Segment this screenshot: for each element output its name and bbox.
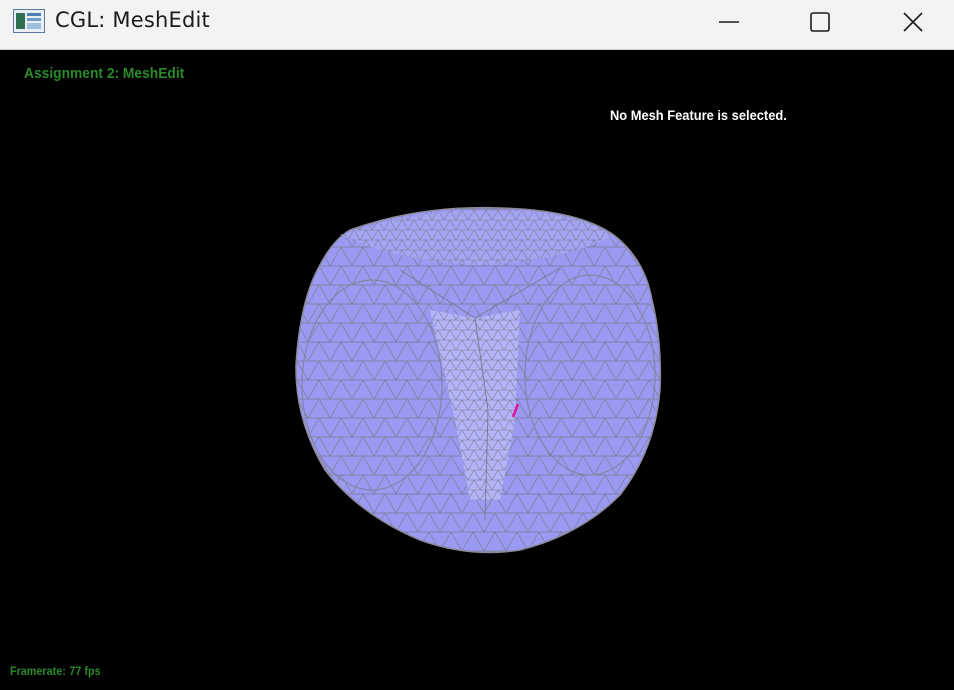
title-bar[interactable]: CGL: MeshEdit [0, 0, 954, 50]
framerate-value: 77 fps [69, 664, 101, 678]
window-title: CGL: MeshEdit [55, 8, 210, 32]
gl-viewport[interactable]: Assignment 2: MeshEdit No Mesh Feature i… [0, 50, 954, 690]
minimize-button[interactable] [706, 0, 752, 44]
close-button[interactable] [890, 0, 936, 44]
close-icon [903, 12, 923, 32]
selection-status: No Mesh Feature is selected. [610, 107, 787, 123]
assignment-heading: Assignment 2: MeshEdit [24, 65, 185, 82]
mesh-body [295, 206, 662, 554]
minimize-icon [719, 21, 739, 23]
mesh-render[interactable] [0, 50, 954, 690]
maximize-icon [810, 12, 830, 32]
app-icon [13, 9, 45, 33]
highlighted-edge[interactable] [511, 403, 520, 418]
maximize-button[interactable] [797, 0, 843, 44]
framerate-readout: Framerate: 77 fps [10, 664, 101, 678]
framerate-label: Framerate: [10, 664, 66, 678]
